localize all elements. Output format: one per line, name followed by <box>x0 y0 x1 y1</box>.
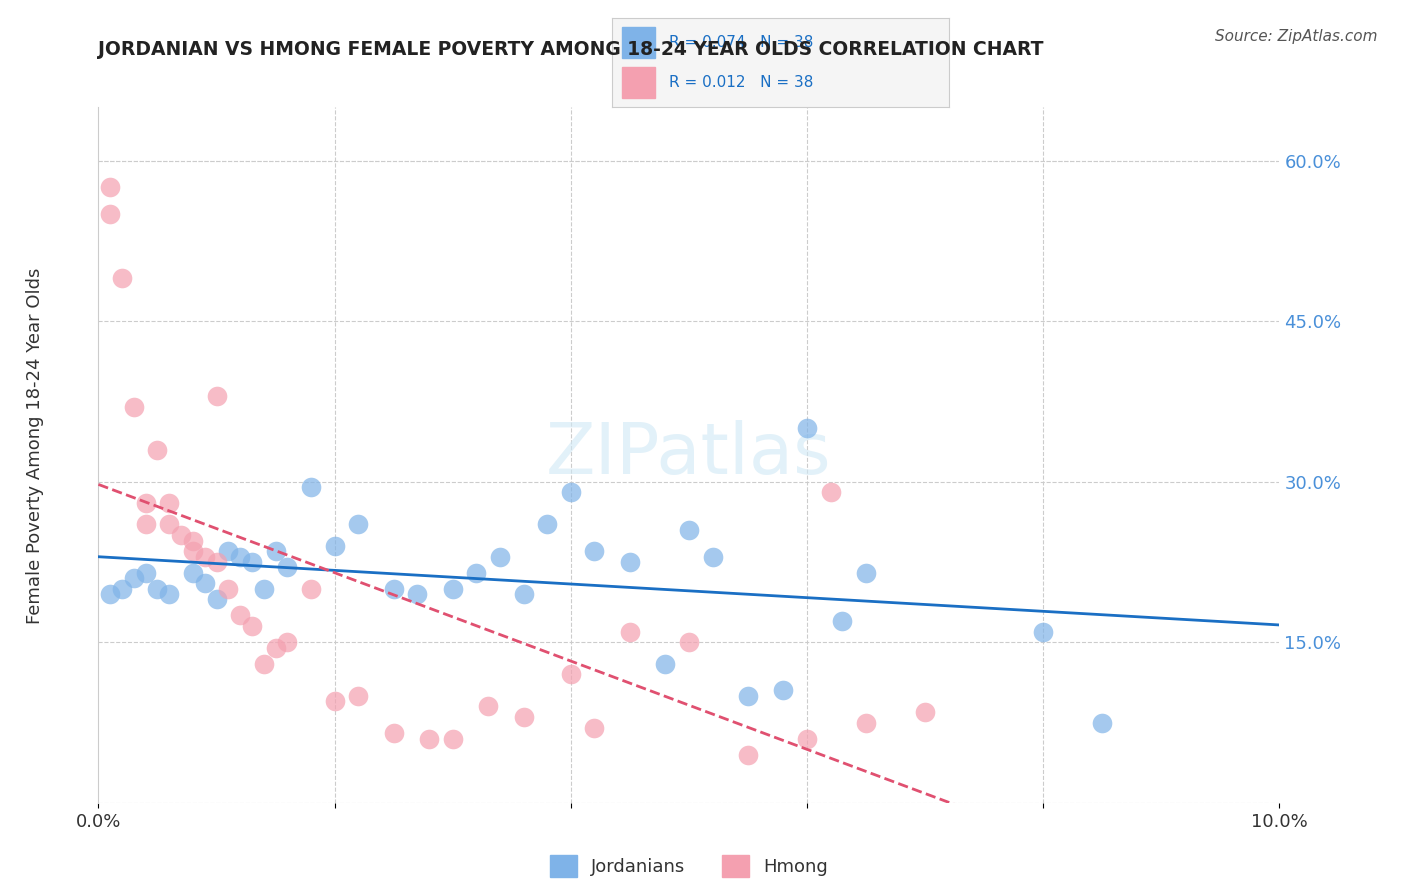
Point <box>205 592 228 607</box>
Point <box>299 582 322 596</box>
Point <box>229 549 252 564</box>
Point <box>737 747 759 762</box>
Point <box>512 587 534 601</box>
Point <box>240 555 263 569</box>
Point <box>382 582 405 596</box>
Point <box>737 689 759 703</box>
Point <box>146 582 169 596</box>
Point <box>111 271 134 285</box>
Point <box>347 517 370 532</box>
Point <box>382 726 405 740</box>
Point <box>914 705 936 719</box>
Point <box>217 544 239 558</box>
Point <box>264 544 287 558</box>
Point <box>441 582 464 596</box>
Point <box>205 555 228 569</box>
Point <box>796 731 818 746</box>
Point <box>170 528 193 542</box>
Legend: Jordanians, Hmong: Jordanians, Hmong <box>543 847 835 884</box>
Point <box>477 699 499 714</box>
Point <box>702 549 724 564</box>
Point <box>157 496 180 510</box>
Point <box>1032 624 1054 639</box>
Point <box>654 657 676 671</box>
Bar <box>621 67 655 98</box>
Point <box>299 480 322 494</box>
Point <box>465 566 488 580</box>
Point <box>98 207 121 221</box>
Point <box>253 582 276 596</box>
Point <box>619 555 641 569</box>
Bar <box>621 27 655 58</box>
Point <box>820 485 842 500</box>
Point <box>772 683 794 698</box>
Point <box>194 549 217 564</box>
Point <box>512 710 534 724</box>
Point <box>418 731 440 746</box>
Point <box>489 549 512 564</box>
Point <box>441 731 464 746</box>
Point <box>135 496 157 510</box>
Point <box>406 587 429 601</box>
Point <box>323 539 346 553</box>
Point <box>678 635 700 649</box>
Point <box>229 608 252 623</box>
Text: R = 0.074   N = 38: R = 0.074 N = 38 <box>669 36 813 50</box>
Point <box>323 694 346 708</box>
Point <box>560 485 582 500</box>
Point <box>583 721 606 735</box>
Point <box>135 517 157 532</box>
Point <box>111 582 134 596</box>
Point <box>253 657 276 671</box>
Point <box>157 517 180 532</box>
Point <box>181 544 204 558</box>
Point <box>855 715 877 730</box>
Point <box>1091 715 1114 730</box>
Point <box>217 582 239 596</box>
Point <box>796 421 818 435</box>
Point <box>98 587 121 601</box>
Point <box>619 624 641 639</box>
Point <box>122 400 145 414</box>
Point <box>122 571 145 585</box>
Point <box>560 667 582 681</box>
Point <box>146 442 169 457</box>
Point <box>831 614 853 628</box>
Point <box>855 566 877 580</box>
Point <box>264 640 287 655</box>
Point <box>205 389 228 403</box>
Point <box>194 576 217 591</box>
Point <box>181 566 204 580</box>
Point <box>276 635 298 649</box>
Point <box>157 587 180 601</box>
Point <box>181 533 204 548</box>
Point <box>135 566 157 580</box>
Point <box>536 517 558 532</box>
Text: R = 0.012   N = 38: R = 0.012 N = 38 <box>669 76 813 90</box>
Point <box>347 689 370 703</box>
Text: Source: ZipAtlas.com: Source: ZipAtlas.com <box>1215 29 1378 44</box>
Point <box>276 560 298 574</box>
Text: JORDANIAN VS HMONG FEMALE POVERTY AMONG 18-24 YEAR OLDS CORRELATION CHART: JORDANIAN VS HMONG FEMALE POVERTY AMONG … <box>98 40 1043 59</box>
Point <box>98 180 121 194</box>
Text: ZIPatlas: ZIPatlas <box>546 420 832 490</box>
Text: Female Poverty Among 18-24 Year Olds: Female Poverty Among 18-24 Year Olds <box>27 268 44 624</box>
Point <box>583 544 606 558</box>
Point <box>678 523 700 537</box>
Point <box>240 619 263 633</box>
